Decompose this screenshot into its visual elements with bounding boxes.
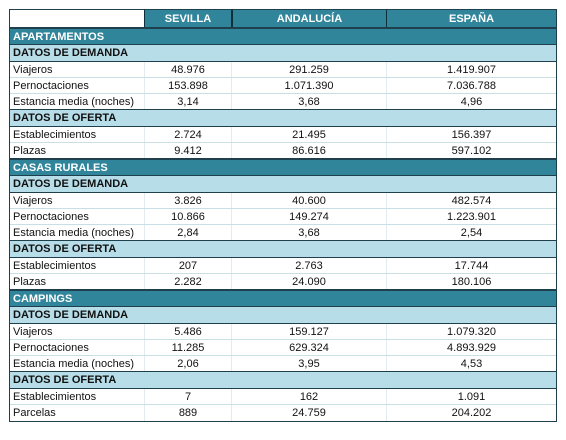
value-andalucia: 3,68 bbox=[231, 225, 386, 240]
value-andalucia: 1.071.390 bbox=[231, 78, 386, 93]
subsection-demand: DATOS DE DEMANDA bbox=[10, 45, 556, 62]
table-row: Estancia media (noches) 2,06 3,95 4,53 bbox=[10, 356, 556, 372]
section-apartamentos: APARTAMENTOS bbox=[10, 28, 556, 45]
row-label: Viajeros bbox=[13, 325, 53, 338]
value-espana: 1.079.320 bbox=[386, 324, 556, 339]
table-row: Establecimientos 2.724 21.495 156.397 bbox=[10, 127, 556, 143]
header-sevilla: SEVILLA bbox=[144, 10, 231, 27]
section-casas-rurales: CASAS RURALES bbox=[10, 159, 556, 176]
section-title: APARTAMENTOS bbox=[13, 30, 105, 43]
value-espana: 17.744 bbox=[386, 258, 556, 273]
tourism-data-table: SEVILLA ANDALUCÍA ESPAÑA APARTAMENTOS DA… bbox=[9, 9, 557, 422]
section-campings: CAMPINGS bbox=[10, 290, 556, 307]
value-sevilla: 3,14 bbox=[144, 94, 231, 109]
value-andalucia: 40.600 bbox=[231, 193, 386, 208]
value-andalucia: 629.324 bbox=[231, 340, 386, 355]
value-sevilla: 7 bbox=[144, 389, 231, 404]
row-label: Viajeros bbox=[13, 194, 53, 207]
subsection-title: DATOS DE DEMANDA bbox=[13, 309, 129, 321]
value-espana: 597.102 bbox=[386, 143, 556, 158]
value-sevilla: 2,84 bbox=[144, 225, 231, 240]
subsection-title: DATOS DE OFERTA bbox=[13, 243, 117, 255]
subsection-supply: DATOS DE OFERTA bbox=[10, 110, 556, 127]
row-label: Pernoctaciones bbox=[13, 79, 89, 92]
row-label: Pernoctaciones bbox=[13, 210, 89, 223]
value-espana: 1.419.907 bbox=[386, 62, 556, 77]
subsection-title: DATOS DE DEMANDA bbox=[13, 47, 129, 59]
value-andalucia: 3,95 bbox=[231, 356, 386, 371]
value-sevilla: 3.826 bbox=[144, 193, 231, 208]
value-sevilla: 48.976 bbox=[144, 62, 231, 77]
value-andalucia: 24.090 bbox=[231, 274, 386, 289]
value-andalucia: 86.616 bbox=[231, 143, 386, 158]
table-row: Viajeros 48.976 291.259 1.419.907 bbox=[10, 62, 556, 78]
value-sevilla: 2,06 bbox=[144, 356, 231, 371]
value-andalucia: 159.127 bbox=[231, 324, 386, 339]
value-andalucia: 149.274 bbox=[231, 209, 386, 224]
value-sevilla: 153.898 bbox=[144, 78, 231, 93]
value-espana: 4.893.929 bbox=[386, 340, 556, 355]
table-row: Pernoctaciones 10.866 149.274 1.223.901 bbox=[10, 209, 556, 225]
value-andalucia: 162 bbox=[231, 389, 386, 404]
value-espana: 180.106 bbox=[386, 274, 556, 289]
table-row: Pernoctaciones 11.285 629.324 4.893.929 bbox=[10, 340, 556, 356]
value-espana: 2,54 bbox=[386, 225, 556, 240]
row-label: Establecimientos bbox=[13, 259, 97, 272]
row-label: Plazas bbox=[13, 144, 47, 157]
row-label: Estancia media (noches) bbox=[13, 95, 135, 108]
value-andalucia: 291.259 bbox=[231, 62, 386, 77]
value-sevilla: 889 bbox=[144, 405, 231, 421]
subsection-demand: DATOS DE DEMANDA bbox=[10, 176, 556, 193]
value-sevilla: 2.724 bbox=[144, 127, 231, 142]
value-espana: 1.091 bbox=[386, 389, 556, 404]
table-row: Estancia media (noches) 3,14 3,68 4,96 bbox=[10, 94, 556, 110]
header-blank-cell bbox=[10, 10, 144, 27]
value-espana: 7.036.788 bbox=[386, 78, 556, 93]
value-sevilla: 11.285 bbox=[144, 340, 231, 355]
row-label: Establecimientos bbox=[13, 128, 97, 141]
section-title: CASAS RURALES bbox=[13, 161, 108, 174]
subsection-supply: DATOS DE OFERTA bbox=[10, 241, 556, 258]
row-label: Viajeros bbox=[13, 63, 53, 76]
value-sevilla: 207 bbox=[144, 258, 231, 273]
value-andalucia: 24.759 bbox=[231, 405, 386, 421]
subsection-supply: DATOS DE OFERTA bbox=[10, 372, 556, 389]
value-espana: 156.397 bbox=[386, 127, 556, 142]
row-label: Pernoctaciones bbox=[13, 341, 89, 354]
table-row: Viajeros 3.826 40.600 482.574 bbox=[10, 193, 556, 209]
table-row: Establecimientos 7 162 1.091 bbox=[10, 389, 556, 405]
value-sevilla: 10.866 bbox=[144, 209, 231, 224]
table-row: Establecimientos 207 2.763 17.744 bbox=[10, 258, 556, 274]
subsection-title: DATOS DE OFERTA bbox=[13, 112, 117, 124]
value-sevilla: 5.486 bbox=[144, 324, 231, 339]
row-label: Estancia media (noches) bbox=[13, 226, 135, 239]
header-espana: ESPAÑA bbox=[386, 10, 556, 27]
value-sevilla: 9.412 bbox=[144, 143, 231, 158]
subsection-demand: DATOS DE DEMANDA bbox=[10, 307, 556, 324]
table-row: Plazas 9.412 86.616 597.102 bbox=[10, 143, 556, 159]
value-espana: 482.574 bbox=[386, 193, 556, 208]
row-label: Estancia media (noches) bbox=[13, 357, 135, 370]
value-espana: 1.223.901 bbox=[386, 209, 556, 224]
row-label: Plazas bbox=[13, 275, 47, 288]
table-row: Estancia media (noches) 2,84 3,68 2,54 bbox=[10, 225, 556, 241]
value-andalucia: 21.495 bbox=[231, 127, 386, 142]
table-row: Pernoctaciones 153.898 1.071.390 7.036.7… bbox=[10, 78, 556, 94]
value-sevilla: 2.282 bbox=[144, 274, 231, 289]
value-andalucia: 3,68 bbox=[231, 94, 386, 109]
table-row: Plazas 2.282 24.090 180.106 bbox=[10, 274, 556, 290]
value-espana: 4,96 bbox=[386, 94, 556, 109]
subsection-title: DATOS DE DEMANDA bbox=[13, 178, 129, 190]
value-espana: 4,53 bbox=[386, 356, 556, 371]
value-espana: 204.202 bbox=[386, 405, 556, 421]
row-label: Establecimientos bbox=[13, 390, 97, 403]
subsection-title: DATOS DE OFERTA bbox=[13, 374, 117, 386]
table-row: Viajeros 5.486 159.127 1.079.320 bbox=[10, 324, 556, 340]
table-header-row: SEVILLA ANDALUCÍA ESPAÑA bbox=[10, 10, 556, 28]
table-row: Parcelas 889 24.759 204.202 bbox=[10, 405, 556, 421]
row-label: Parcelas bbox=[13, 407, 56, 419]
value-andalucia: 2.763 bbox=[231, 258, 386, 273]
section-title: CAMPINGS bbox=[13, 292, 73, 305]
header-andalucia: ANDALUCÍA bbox=[231, 10, 386, 27]
